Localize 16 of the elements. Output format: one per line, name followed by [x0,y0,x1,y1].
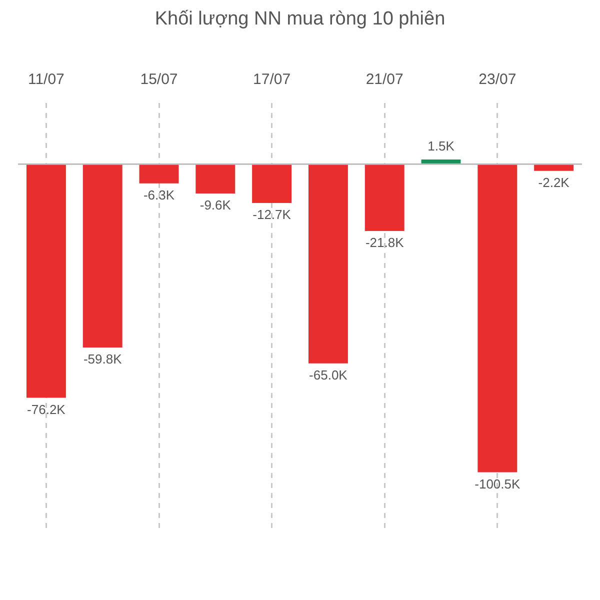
x-tick-label: 21/07 [366,70,404,88]
data-label: -59.8K [83,352,122,367]
data-label: -76.2K [27,402,66,417]
x-tick-label: 23/07 [478,70,516,88]
data-label: -100.5K [474,476,520,492]
data-label: -9.6K [200,198,232,213]
x-tick-label: 11/07 [28,70,64,88]
data-label: 1.5K [428,138,455,154]
data-label: -12.7K [252,207,292,222]
data-label: -21.8K [365,235,404,250]
x-tick-label: 17/07 [253,70,291,88]
data-label: -6.3K [143,188,175,203]
data-label: -2.2K [538,174,570,190]
chart-title: Khối lượng NN mua ròng 10 phiên [154,8,446,30]
x-tick-label: 15/07 [140,70,178,88]
data-label: -65.0K [309,367,348,382]
